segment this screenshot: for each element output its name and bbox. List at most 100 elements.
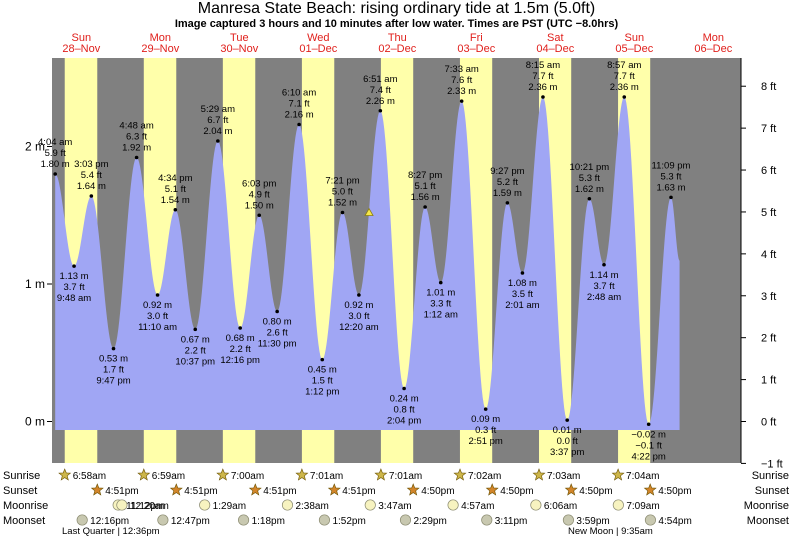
high-tide-time: 6:03 pm [242,178,276,189]
sunset-time: 4:50pm [658,486,691,497]
high-tide-ft: 5.0 ft [332,187,353,198]
low-tide-m: 0.24 m [390,394,419,405]
sunset-row-label-left: Sunset [3,485,37,497]
low-tide-ft: 0.0 ft [557,436,578,447]
high-tide-point [53,172,57,176]
sunrise-time: 7:03am [547,471,580,482]
day-header-dow: Sun [72,32,92,44]
high-tide-point [89,194,94,198]
low-tide-m: 1.14 m [589,270,618,281]
sunset-time: 4:51pm [342,486,375,497]
moonrise-icon [612,499,624,511]
day-header-dow: Thu [388,32,407,44]
low-tide-point [111,346,116,351]
moonset-row-label-right: Moonset [747,515,789,527]
low-tide-m: 0.68 m [226,333,255,344]
high-tide-m: 1.92 m [122,143,151,154]
moonrise-icon [199,499,211,511]
day-header-date: 04–Dec [536,43,574,55]
sunrise-time: 7:04am [626,471,659,482]
high-tide-time: 6:10 am [282,88,316,99]
moonset-time: 12:16pm [90,516,129,527]
moonset-icon [157,514,169,526]
moonrise-time: 3:47am [378,501,411,512]
low-tide-ft: 3.0 ft [348,311,369,322]
low-tide-time: 11:10 am [138,322,177,333]
day-header-dow: Mon [150,32,171,44]
right-axis-tick-label: 6 ft [761,165,776,177]
moonset-row-label-left: Moonset [3,515,45,527]
low-tide-point [646,422,651,427]
sunset-icon [90,483,104,496]
sunset-icon [327,483,341,496]
right-axis-tick-label: 1 ft [761,375,776,387]
sunset-time: 4:50pm [579,486,612,497]
low-tide-ft: 3.7 ft [63,282,84,293]
high-tide-point [134,155,139,160]
high-tide-ft: 7.6 ft [451,75,472,86]
high-tide-m: 1.63 m [656,182,685,193]
high-tide-ft: 6.3 ft [126,132,147,143]
moonrise-icon [281,499,294,511]
high-tide-time: 8:27 pm [408,170,442,181]
sunset-icon [248,483,262,496]
high-tide-point [587,196,592,201]
low-tide-time: 3:37 pm [550,447,584,458]
low-tide-point [602,262,606,267]
high-tide-m: 1.62 m [575,184,604,195]
moonrise-time: 1:29am [213,501,246,512]
low-tide-ft: 1.5 ft [312,376,333,387]
high-tide-m: 1.80 m [41,159,70,170]
moonrise-row-label-right: Moonrise [744,500,789,512]
moonset-time: 3:11pm [495,516,528,527]
high-tide-m: 1.54 m [161,195,190,206]
high-tide-point [505,201,510,205]
low-tide-point [520,271,525,275]
high-tide-ft: 4.9 ft [249,189,270,200]
low-tide-m: 0.09 m [471,414,500,425]
low-tide-m: 0.53 m [99,354,128,365]
moonset-icon [644,514,656,526]
low-tide-time: 2:48 am [587,292,621,303]
moonrise-time: 6:06am [544,501,577,512]
day-header-date: 01–Dec [299,43,337,55]
sunrise-row-label-left: Sunrise [3,470,40,482]
low-tide-ft: 3.5 ft [512,289,533,300]
sunrise-row-label-right: Sunrise [752,470,789,482]
low-tide-time: 9:48 am [57,293,91,304]
high-tide-ft: 5.4 ft [81,170,102,181]
low-tide-time: 1:12 am [424,310,458,321]
sunrise-time: 7:01am [310,471,343,482]
day-header-dow: Sat [547,32,564,44]
high-tide-point [459,99,464,103]
low-tide-m: 0.45 m [308,365,337,376]
low-tide-time: 9:47 pm [96,376,130,387]
low-tide-ft: 2.2 ft [185,345,206,356]
sunrise-time: 7:00am [231,471,264,482]
moonset-icon [318,514,330,526]
right-axis-tick-label: −1 ft [761,458,783,470]
sunset-icon [564,483,578,496]
low-tide-ft: −0.1 ft [635,440,662,451]
high-tide-point [216,139,220,143]
day-header-dow: Tue [230,32,249,44]
day-header-dow: Wed [307,32,329,44]
sunrise-time: 7:01am [389,471,422,482]
high-tide-time: 7:33 am [444,64,478,75]
low-tide-ft: 0.3 ft [475,425,496,436]
moonset-time: 1:52pm [332,516,365,527]
low-tide-point [483,407,488,411]
low-tide-time: 2:01 am [505,300,539,311]
day-header-date: 30–Nov [220,43,258,55]
sunrise-icon [58,468,72,481]
sunset-icon [169,483,183,496]
high-tide-time: 6:51 am [363,74,397,85]
moonrise-time: 4:57am [461,501,494,512]
high-tide-m: 1.56 m [411,192,440,203]
day-header-date: 29–Nov [141,43,179,55]
right-axis-tick-label: 5 ft [761,207,776,219]
sunrise-icon [453,468,467,481]
high-tide-time: 10:21 pm [570,162,610,173]
left-axis-tick-label: 2 m [25,140,45,154]
right-axis-tick-label: 2 ft [761,333,776,345]
